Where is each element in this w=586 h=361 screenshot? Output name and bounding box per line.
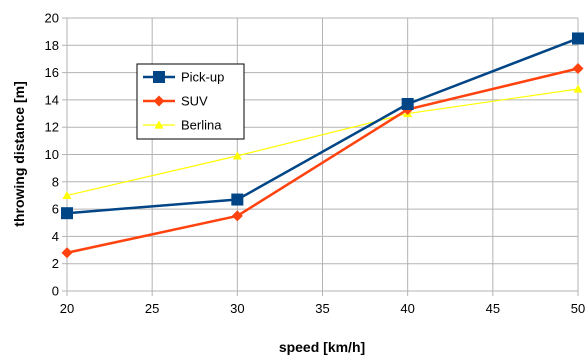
x-tick-label: 20 (60, 301, 74, 316)
series-line-suv (66, 67, 579, 255)
y-tick-label: 18 (45, 38, 59, 53)
data-point-berlina (232, 151, 242, 160)
legend-label: Berlina (181, 118, 222, 133)
x-tick-label: 50 (571, 301, 585, 316)
y-axis-title: throwing distance [m] (11, 81, 27, 226)
data-point-pick-up (572, 32, 584, 45)
y-tick-label: 6 (52, 202, 59, 217)
data-point-suv (572, 63, 584, 75)
y-tick-label: 2 (52, 256, 59, 271)
y-tick-labels: 0 2 4 6 8 10 12 14 16 18 20 (45, 11, 59, 299)
legend: Pick-up SUV Berlina (136, 63, 245, 140)
y-tick-label: 0 (52, 284, 59, 299)
legend-marker (154, 120, 164, 129)
x-tick-labels: 20 25 30 35 40 45 50 (60, 301, 585, 316)
series-pick-up (61, 32, 584, 220)
series-line-berlina (66, 88, 579, 197)
legend-item-berlina: Berlina (143, 118, 222, 133)
data-point-berlina (573, 84, 583, 93)
series-berlina (62, 84, 583, 200)
series-layer (61, 32, 584, 259)
data-point-suv (231, 210, 243, 222)
legend-label: SUV (181, 94, 208, 109)
y-tick-label: 20 (45, 11, 59, 26)
legend-item-suv: SUV (143, 94, 208, 109)
y-tick-label: 4 (52, 229, 59, 244)
x-tick-label: 25 (145, 301, 159, 316)
y-tick-label: 10 (45, 147, 59, 162)
legend-label: Pick-up (181, 70, 224, 85)
x-axis-title: speed [km/h] (279, 339, 365, 355)
y-tick-label: 14 (45, 92, 59, 107)
legend-marker (153, 95, 165, 107)
y-tick-label: 8 (52, 174, 59, 189)
legend-item-pick-up: Pick-up (143, 70, 224, 85)
x-tick-label: 30 (230, 301, 244, 316)
data-point-suv (61, 247, 73, 259)
data-point-pick-up (231, 193, 244, 206)
data-point-pick-up (401, 97, 414, 110)
y-tick-label: 12 (45, 120, 59, 135)
data-point-berlina (62, 190, 72, 200)
x-tick-label: 35 (315, 301, 329, 316)
y-tick-label: 16 (45, 65, 59, 80)
data-point-pick-up (61, 207, 73, 220)
legend-marker (153, 71, 165, 83)
x-tick-label: 45 (486, 301, 500, 316)
series-line-pick-up (66, 37, 579, 215)
x-tick-label: 40 (400, 301, 414, 316)
